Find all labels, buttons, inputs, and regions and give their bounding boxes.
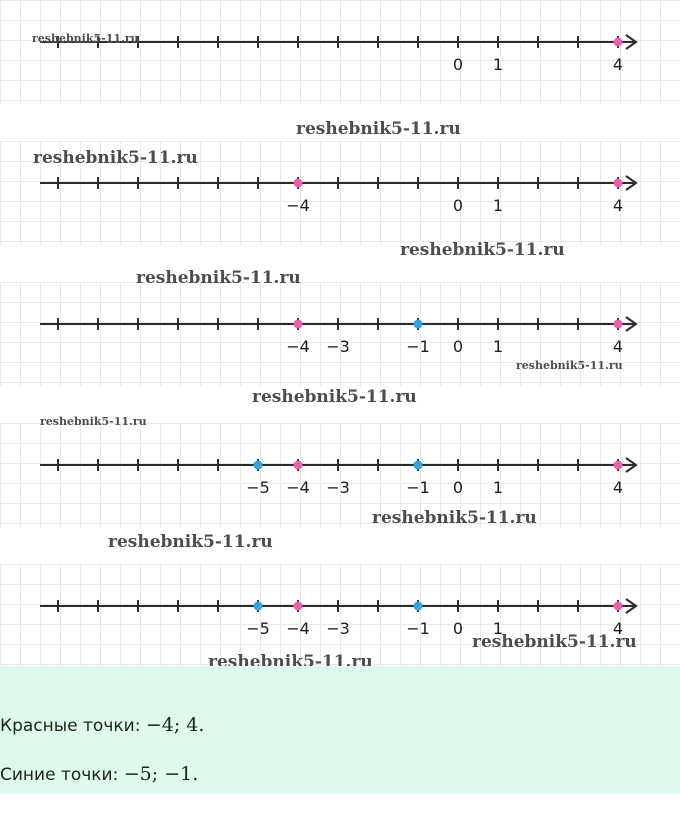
axis-arrow	[625, 175, 638, 191]
number-line-panel-3: −4 −3 −1 0 1 4	[0, 282, 680, 386]
number-line-panel-5: −5 −4 −3 −1 0 1 4	[0, 564, 680, 668]
number-line-panel-2: −4 0 1 4	[0, 141, 680, 245]
tick-label: 1	[493, 55, 503, 74]
red-point	[293, 601, 303, 611]
blue-point	[413, 460, 423, 470]
tick-label: −1	[406, 619, 430, 638]
watermark: reshebnik5-11.ru	[252, 387, 417, 407]
blue-points-value: −5; −1.	[123, 763, 199, 785]
watermark: reshebnik5-11.ru	[472, 632, 637, 652]
tick-label: 1	[493, 337, 503, 356]
number-line-5: −5 −4 −3 −1 0 1 4	[40, 598, 638, 638]
tick-label: 0	[453, 196, 463, 215]
tick-label: −5	[246, 478, 270, 497]
axis-arrow	[625, 598, 638, 614]
red-point	[613, 601, 623, 611]
tick-label: −4	[286, 478, 310, 497]
number-line-panel-1: 0 1 4	[0, 0, 680, 104]
number-line-panel-4: −5 −4 −3 −1 0 1 4	[0, 423, 680, 527]
axis-arrow	[625, 457, 638, 473]
blue-point	[413, 319, 423, 329]
watermark: reshebnik5-11.ru	[516, 359, 623, 372]
red-points-label: Красные точки:	[0, 716, 146, 736]
answer-box: Красные точки: −4; 4. Синие точки: −5; −…	[0, 666, 680, 794]
tick-label: 1	[493, 196, 503, 215]
blue-point	[413, 601, 423, 611]
number-line-4: −5 −4 −3 −1 0 1 4	[40, 457, 638, 497]
tick-label: 4	[613, 196, 623, 215]
red-points-answer: Красные точки: −4; 4.	[0, 714, 204, 736]
red-point	[613, 178, 623, 188]
tick-label: 4	[613, 55, 623, 74]
red-point	[293, 178, 303, 188]
watermark: reshebnik5-11.ru	[32, 32, 139, 45]
blue-points-label: Синие точки:	[0, 765, 124, 785]
number-line-1: 0 1 4	[40, 34, 638, 74]
watermark: reshebnik5-11.ru	[33, 148, 198, 168]
tick-label: 4	[613, 478, 623, 497]
red-point	[613, 319, 623, 329]
red-point	[293, 319, 303, 329]
axis-arrow	[625, 316, 638, 332]
red-point	[613, 460, 623, 470]
tick-label: 0	[453, 478, 463, 497]
red-point	[613, 37, 623, 47]
tick-label: −3	[326, 478, 350, 497]
blue-point	[253, 601, 263, 611]
tick-label: −1	[406, 337, 430, 356]
tick-label: −3	[326, 619, 350, 638]
tick-label: −5	[246, 619, 270, 638]
tick-label: −3	[326, 337, 350, 356]
tick-label: 0	[453, 55, 463, 74]
tick-label: −1	[406, 478, 430, 497]
watermark: reshebnik5-11.ru	[40, 415, 147, 428]
number-line-2: −4 0 1 4	[40, 175, 638, 215]
number-line-3: −4 −3 −1 0 1 4	[40, 316, 638, 356]
tick-label: 4	[613, 337, 623, 356]
tick-label: −4	[286, 619, 310, 638]
blue-point	[253, 460, 263, 470]
tick-label: −4	[286, 337, 310, 356]
tick-label: 4	[613, 619, 623, 638]
tick-label: 0	[453, 337, 463, 356]
watermark: reshebnik5-11.ru	[400, 240, 565, 260]
watermark: reshebnik5-11.ru	[136, 268, 301, 288]
watermark: reshebnik5-11.ru	[372, 508, 537, 528]
red-point	[293, 460, 303, 470]
tick-label: 0	[453, 619, 463, 638]
watermark: reshebnik5-11.ru	[296, 119, 461, 139]
tick-label: −4	[286, 196, 310, 215]
blue-points-answer: Синие точки: −5; −1.	[0, 763, 198, 785]
tick-label: 1	[493, 478, 503, 497]
red-points-value: −4; 4.	[145, 714, 205, 736]
axis-arrow	[625, 34, 638, 50]
watermark: reshebnik5-11.ru	[108, 532, 273, 552]
tick-label: 1	[493, 619, 503, 638]
